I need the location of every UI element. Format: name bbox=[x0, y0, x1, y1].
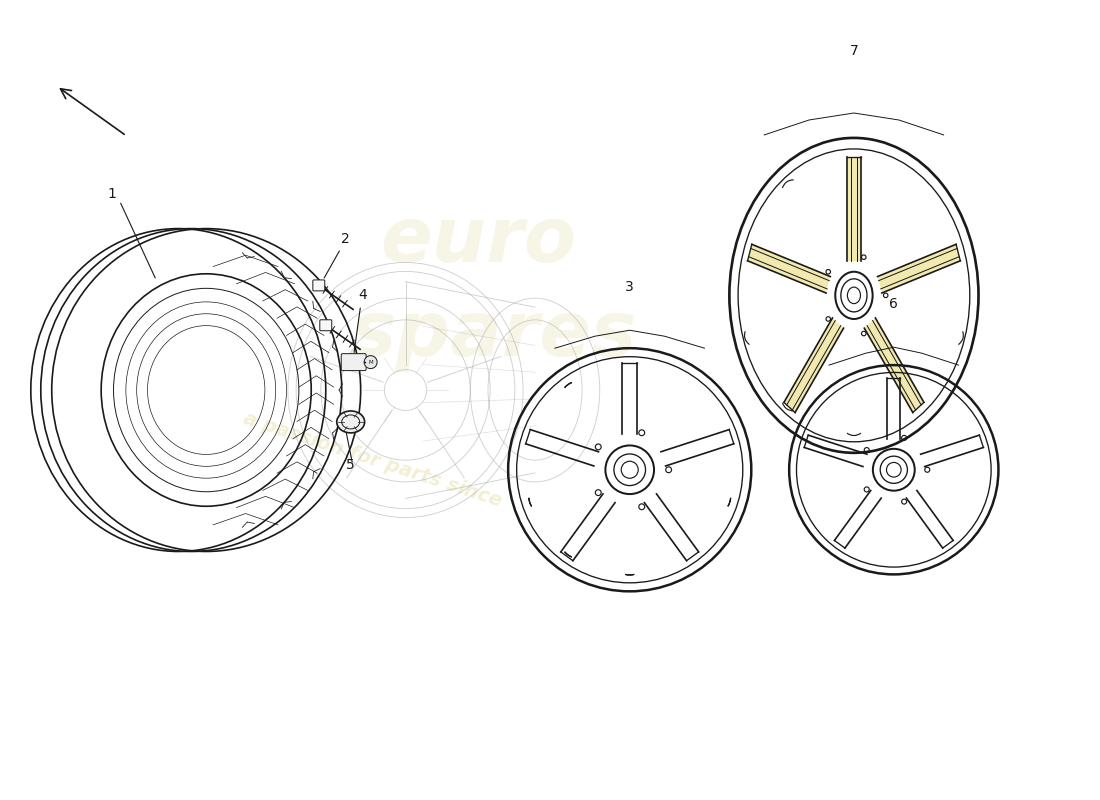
Polygon shape bbox=[865, 318, 924, 413]
Circle shape bbox=[364, 356, 377, 369]
FancyBboxPatch shape bbox=[312, 280, 324, 291]
Polygon shape bbox=[748, 244, 830, 293]
Polygon shape bbox=[784, 318, 844, 413]
Text: spares: spares bbox=[351, 298, 637, 372]
Text: 1: 1 bbox=[107, 186, 116, 201]
Text: a passion for parts since: a passion for parts since bbox=[241, 409, 504, 510]
Text: 5: 5 bbox=[346, 458, 355, 472]
Text: 7: 7 bbox=[849, 44, 858, 58]
Polygon shape bbox=[847, 157, 861, 261]
Text: 6: 6 bbox=[890, 298, 899, 311]
FancyBboxPatch shape bbox=[341, 354, 366, 370]
Polygon shape bbox=[878, 244, 960, 293]
Text: 2: 2 bbox=[341, 231, 350, 246]
FancyBboxPatch shape bbox=[320, 320, 332, 330]
Ellipse shape bbox=[337, 411, 364, 433]
Text: 4: 4 bbox=[359, 288, 367, 302]
Text: 3: 3 bbox=[625, 280, 634, 294]
Text: euro: euro bbox=[381, 203, 576, 278]
Text: M: M bbox=[368, 360, 373, 365]
